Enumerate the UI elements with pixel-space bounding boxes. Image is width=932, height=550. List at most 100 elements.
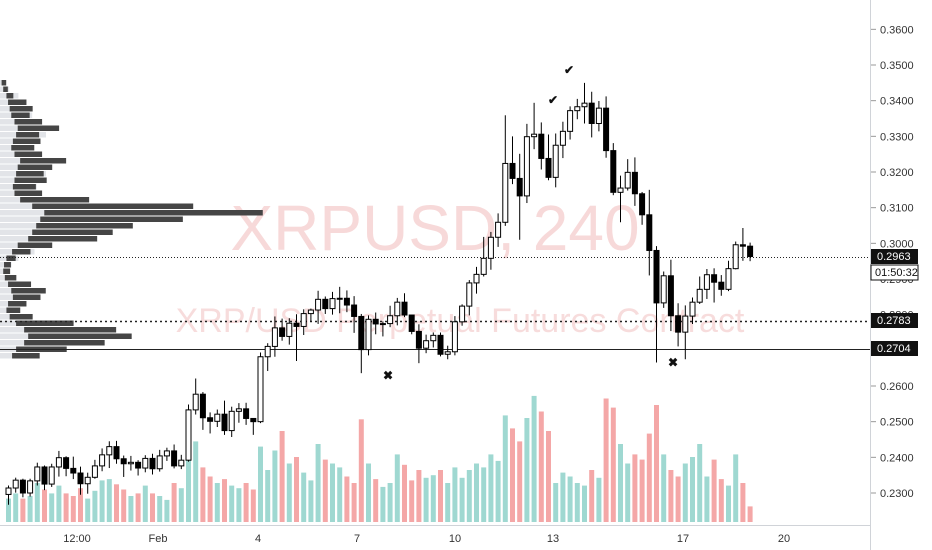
volume-profile-bar <box>11 112 30 118</box>
volume-profile-bar <box>1 80 7 86</box>
candle-body <box>495 221 502 238</box>
volume-bar <box>294 457 299 522</box>
volume-profile-bar <box>8 99 27 105</box>
candle-body <box>394 301 401 317</box>
volume-bar <box>517 441 523 522</box>
candle-body <box>545 157 552 178</box>
volume-bar <box>690 457 695 522</box>
candle-body <box>84 476 91 485</box>
candle-body <box>343 297 350 306</box>
candle-body <box>473 273 480 284</box>
y-tick-label: 0.2300 <box>880 488 914 500</box>
volume-bar <box>726 485 731 522</box>
candle-body <box>595 107 602 124</box>
x-tick-label: 20 <box>778 533 790 545</box>
volume-profile-bar <box>12 353 40 359</box>
volume-bar <box>582 485 587 522</box>
level-label-1: 0.2783 <box>871 313 918 328</box>
volume-profile-bar <box>4 262 11 268</box>
candle-body <box>379 323 386 326</box>
volume-profile-bar <box>17 242 53 248</box>
volume-bar <box>351 483 357 522</box>
candle-body <box>63 457 70 469</box>
candle-body <box>286 322 293 337</box>
candle-body <box>55 457 62 468</box>
candle-body <box>19 479 26 494</box>
volume-profile-bar <box>32 229 113 235</box>
candle-body <box>617 187 624 193</box>
volume-bar <box>214 483 220 522</box>
volume-profile-bar <box>9 106 33 112</box>
candle-body <box>588 102 595 124</box>
volume-profile-bar <box>24 327 117 333</box>
volume-profile-bar <box>14 190 43 196</box>
candle-body <box>48 466 55 485</box>
candle-body <box>149 457 156 470</box>
volume-bar <box>495 460 501 522</box>
volume-profile-bar <box>9 314 33 320</box>
candle-body <box>135 461 142 469</box>
candle-body <box>466 282 473 307</box>
volume-bar <box>589 470 595 522</box>
candle-body <box>329 298 336 310</box>
volume-profile-bar <box>36 223 133 229</box>
volume-bar <box>92 490 98 522</box>
candle-body <box>228 410 235 432</box>
candle-body <box>70 467 77 474</box>
volume-bar <box>574 483 580 522</box>
volume-bar <box>222 479 227 522</box>
volume-profile-bar <box>44 210 263 216</box>
volume-profile-bar <box>12 138 41 144</box>
candle-body <box>610 150 617 193</box>
candle-body <box>279 327 286 337</box>
candle-body <box>178 459 185 467</box>
candle-body <box>502 162 509 223</box>
volume-bar <box>697 444 703 522</box>
volume-profile-bar <box>16 132 40 138</box>
volume-bar <box>301 472 307 522</box>
candle-body <box>34 466 41 482</box>
candle-body <box>667 275 674 317</box>
candle-body <box>27 480 34 494</box>
candle-body <box>732 244 739 270</box>
volume-bar <box>13 493 19 522</box>
candle-body <box>214 413 221 422</box>
candle-body <box>574 106 581 112</box>
volume-profile-bar <box>17 125 60 131</box>
candle-body <box>271 327 278 347</box>
volume-bar <box>78 488 83 522</box>
volume-bar <box>322 459 328 522</box>
volume-bar <box>142 485 148 522</box>
x-tick-label: 17 <box>677 533 689 545</box>
volume-bar <box>560 472 566 522</box>
volume-bar <box>49 493 55 522</box>
volume-bar <box>488 454 494 522</box>
current-price-text: 0.2963 <box>877 251 911 263</box>
candle-body <box>653 249 660 304</box>
volume-profile-bar <box>6 307 21 313</box>
volume-bar <box>668 470 674 522</box>
volume-profile-bar <box>6 255 16 261</box>
volume-profile-bar <box>28 236 98 242</box>
candle-body <box>516 177 523 197</box>
volume-profile-bar <box>6 93 14 99</box>
volume-bar <box>279 431 285 522</box>
volume-bar <box>553 483 559 522</box>
time-axis[interactable]: 12:00 Feb 4 7 10 13 17 20 <box>0 525 870 546</box>
price-axis[interactable]: 0.3600 0.3500 0.3400 0.3300 0.3200 0.3100 0.30… <box>870 0 919 550</box>
candle-body <box>646 214 653 251</box>
candle-body <box>487 236 494 259</box>
volume-profile-bar <box>32 203 194 209</box>
volume-bar <box>337 467 343 522</box>
candle-body <box>12 479 19 489</box>
volume-profile-bar <box>20 197 90 203</box>
volume-bar <box>625 463 631 522</box>
y-tick-label: 0.2600 <box>880 381 914 393</box>
volume-bar <box>718 479 724 522</box>
candle-body <box>358 315 365 351</box>
candle-body <box>156 455 163 470</box>
volume-bar <box>639 459 645 522</box>
candle-body <box>581 102 588 108</box>
candle-body <box>192 393 199 411</box>
